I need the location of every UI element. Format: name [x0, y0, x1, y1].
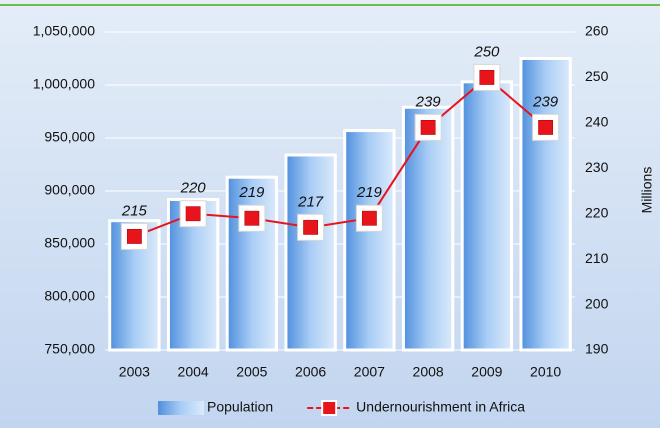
marker	[126, 229, 142, 244]
x-tick-label: 2005	[236, 364, 267, 380]
marker	[479, 70, 495, 85]
data-label: 239	[415, 93, 442, 110]
y-tick-label: 1,000,000	[33, 76, 95, 92]
bar	[284, 153, 337, 352]
data-label: 250	[473, 43, 500, 60]
x-tick-label: 2003	[119, 364, 150, 380]
bar	[519, 57, 572, 352]
bar	[401, 105, 455, 352]
marker	[185, 206, 201, 222]
legend-label: Population	[207, 399, 273, 415]
y2-tick-label: 190	[585, 341, 609, 357]
y2-tick-label: 250	[585, 68, 609, 84]
legend-label: Undernourishment in Africa	[356, 399, 525, 415]
x-tick-label: 2009	[471, 364, 502, 380]
y2-tick-label: 210	[585, 250, 609, 266]
x-tick-label: 2007	[354, 364, 385, 380]
y-tick-label: 950,000	[44, 129, 95, 145]
data-label: 219	[356, 184, 383, 201]
y2-tick-label: 200	[585, 295, 609, 311]
y-tick-label: 750,000	[44, 341, 95, 357]
marker	[538, 120, 554, 135]
data-label: 239	[532, 93, 559, 110]
legend-marker	[323, 402, 336, 414]
data-label: 215	[121, 202, 148, 219]
bar	[343, 129, 396, 352]
y2-tick-label: 230	[585, 159, 609, 175]
bar	[460, 80, 514, 352]
marker	[361, 210, 377, 226]
marker	[244, 210, 260, 226]
y-tick-label: 800,000	[44, 288, 95, 304]
y2-tick-label: 240	[585, 114, 609, 130]
data-label: 219	[238, 184, 265, 201]
x-tick-label: 2008	[413, 364, 444, 380]
y-tick-label: 850,000	[44, 235, 95, 251]
data-label: 217	[297, 193, 324, 210]
legend-swatch	[158, 401, 204, 415]
y2-tick-label: 220	[585, 204, 609, 220]
x-tick-label: 2006	[295, 364, 326, 380]
y-tick-label: 1,050,000	[33, 23, 95, 39]
marker	[303, 219, 319, 235]
y2-axis-label: Millions	[639, 167, 655, 214]
bar	[225, 175, 279, 352]
x-tick-label: 2010	[530, 364, 561, 380]
data-label: 220	[180, 180, 207, 197]
x-tick-label: 2004	[178, 364, 209, 380]
y2-tick-label: 260	[585, 23, 609, 39]
y-tick-label: 900,000	[44, 182, 95, 198]
marker	[420, 120, 436, 135]
